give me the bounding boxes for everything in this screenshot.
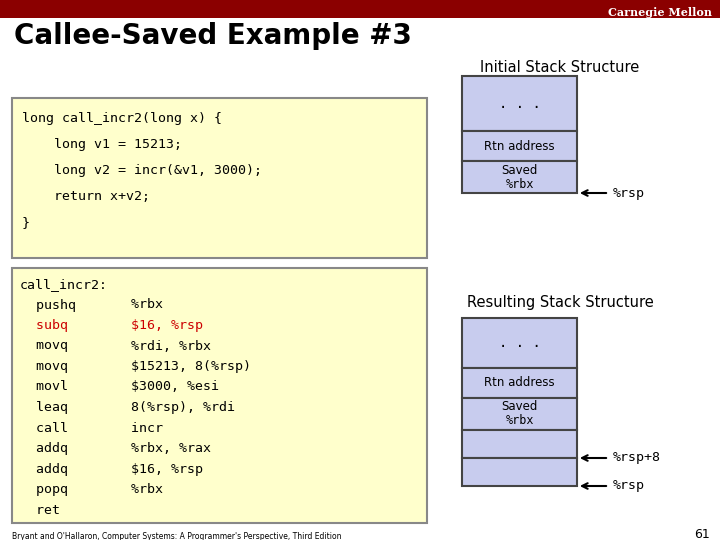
Bar — [462, 398, 577, 430]
Text: Initial Stack Structure: Initial Stack Structure — [480, 60, 639, 75]
Text: leaq: leaq — [20, 401, 68, 414]
Text: long call_incr2(long x) {: long call_incr2(long x) { — [22, 112, 222, 125]
Text: %rbx: %rbx — [107, 299, 163, 312]
Text: call_incr2:: call_incr2: — [20, 278, 108, 291]
Text: movq: movq — [20, 360, 68, 373]
Text: $16, %rsp: $16, %rsp — [107, 319, 203, 332]
Bar — [462, 458, 577, 486]
Text: }: } — [22, 216, 30, 229]
Text: 61: 61 — [694, 528, 710, 540]
Text: %rbx: %rbx — [107, 483, 163, 496]
Bar — [462, 76, 577, 131]
Text: %rdi, %rbx: %rdi, %rbx — [107, 340, 211, 353]
Bar — [12, 268, 427, 523]
Text: %rsp: %rsp — [613, 480, 645, 492]
Text: pushq: pushq — [20, 299, 76, 312]
Text: $3000, %esi: $3000, %esi — [107, 381, 219, 394]
Text: Callee-Saved Example #3: Callee-Saved Example #3 — [14, 22, 412, 50]
Text: Carnegie Mellon: Carnegie Mellon — [608, 8, 712, 18]
Bar — [462, 131, 577, 161]
Text: . . .: . . . — [498, 336, 541, 350]
Text: %rsp: %rsp — [613, 186, 645, 199]
Text: long v1 = 15213;: long v1 = 15213; — [22, 138, 182, 151]
Text: addq: addq — [20, 442, 68, 455]
Text: Rtn address: Rtn address — [484, 139, 555, 152]
Text: Rtn address: Rtn address — [484, 376, 555, 389]
Text: Saved: Saved — [501, 164, 538, 177]
Bar — [462, 430, 577, 458]
Text: %rbx, %rax: %rbx, %rax — [107, 442, 211, 455]
Text: . . .: . . . — [498, 97, 541, 111]
Text: movq: movq — [20, 340, 68, 353]
Bar — [0, 0, 720, 18]
Text: movl: movl — [20, 381, 68, 394]
Text: Saved: Saved — [501, 401, 538, 414]
Text: return x+v2;: return x+v2; — [22, 190, 150, 203]
Text: $15213, 8(%rsp): $15213, 8(%rsp) — [107, 360, 251, 373]
Bar — [462, 318, 577, 368]
Bar — [462, 161, 577, 193]
Text: popq: popq — [20, 483, 68, 496]
Text: %rsp+8: %rsp+8 — [613, 451, 661, 464]
Text: 8(%rsp), %rdi: 8(%rsp), %rdi — [107, 401, 235, 414]
Text: addq: addq — [20, 462, 68, 476]
Text: $16, %rsp: $16, %rsp — [107, 462, 203, 476]
Text: Bryant and O'Hallaron, Computer Systems: A Programmer's Perspective, Third Editi: Bryant and O'Hallaron, Computer Systems:… — [12, 532, 341, 540]
Text: incr: incr — [107, 422, 163, 435]
Text: ret: ret — [20, 503, 60, 516]
Text: %rbx: %rbx — [505, 415, 534, 428]
Bar — [12, 98, 427, 258]
Text: Resulting Stack Structure: Resulting Stack Structure — [467, 295, 653, 310]
Text: subq: subq — [20, 319, 68, 332]
Text: long v2 = incr(&v1, 3000);: long v2 = incr(&v1, 3000); — [22, 164, 262, 177]
Bar — [462, 368, 577, 398]
Text: %rbx: %rbx — [505, 178, 534, 191]
Text: call: call — [20, 422, 68, 435]
